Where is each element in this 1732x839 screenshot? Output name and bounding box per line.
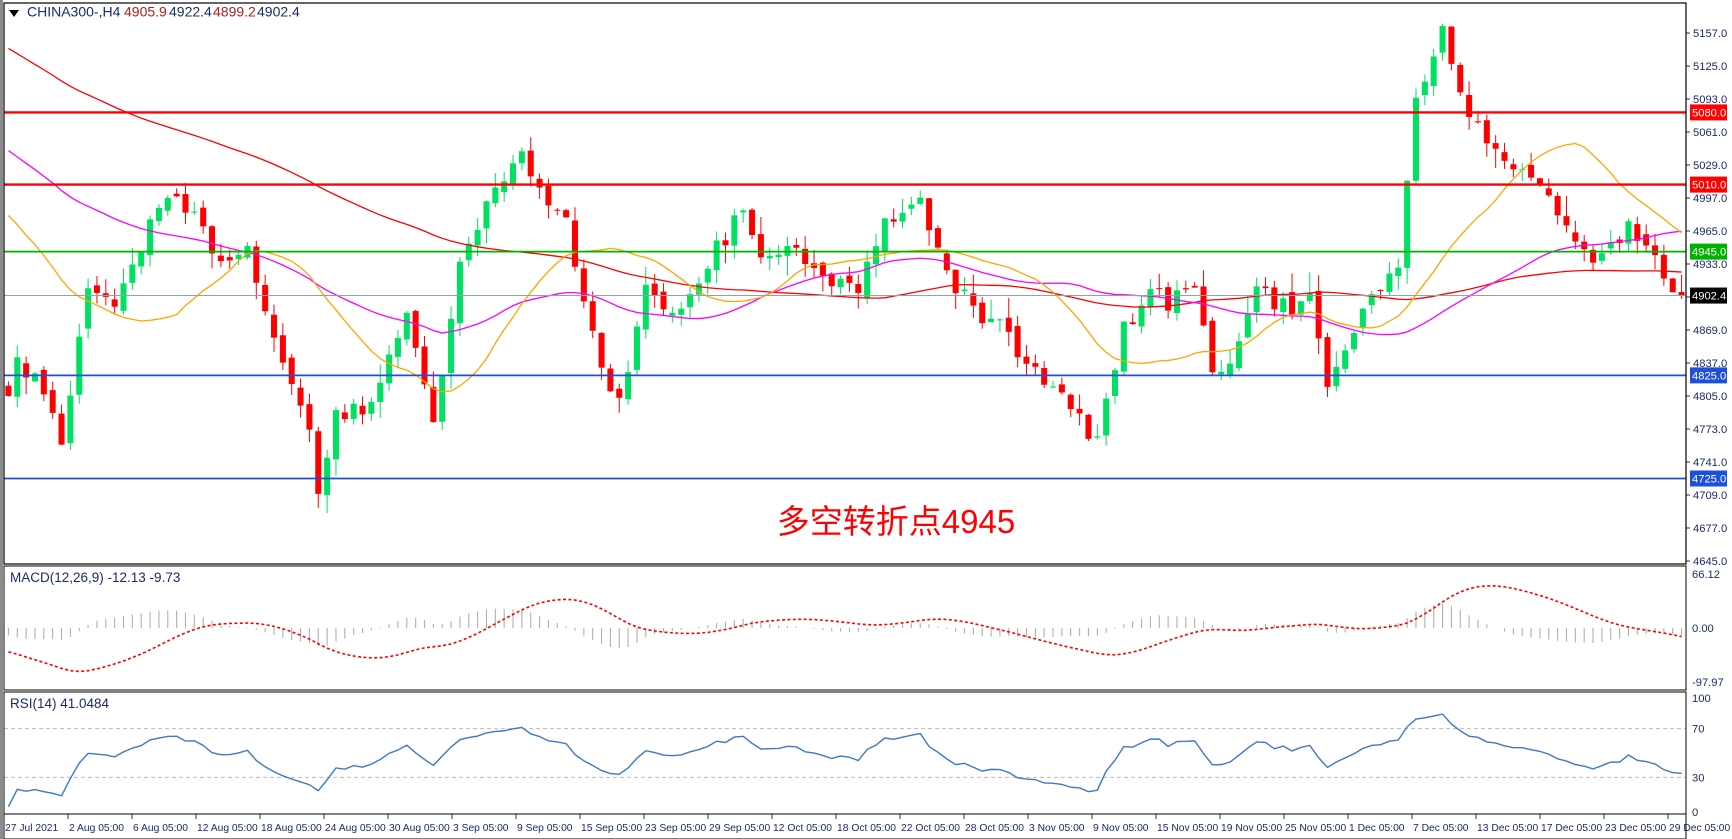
svg-text:24 Aug 05:00: 24 Aug 05:00 <box>325 823 386 834</box>
svg-text:5157.0: 5157.0 <box>1693 28 1727 40</box>
svg-text:4902.4: 4902.4 <box>257 4 300 20</box>
svg-text:28 Oct 05:00: 28 Oct 05:00 <box>965 823 1024 834</box>
svg-text:RSI(14) 41.0484: RSI(14) 41.0484 <box>10 696 110 711</box>
svg-text:23 Dec 05:00: 23 Dec 05:00 <box>1605 823 1667 834</box>
svg-text:66.12: 66.12 <box>1692 569 1720 581</box>
svg-text:18 Aug 05:00: 18 Aug 05:00 <box>261 823 322 834</box>
svg-text:5061.0: 5061.0 <box>1693 127 1727 139</box>
svg-text:18 Oct 05:00: 18 Oct 05:00 <box>837 823 896 834</box>
svg-text:-97.97: -97.97 <box>1692 677 1724 689</box>
svg-text:29 Dec 05:00: 29 Dec 05:00 <box>1669 823 1731 834</box>
svg-text:5080.0: 5080.0 <box>1692 107 1726 119</box>
svg-text:0.00: 0.00 <box>1692 623 1714 635</box>
svg-text:2 Aug 05:00: 2 Aug 05:00 <box>69 823 124 834</box>
svg-text:17 Dec 05:00: 17 Dec 05:00 <box>1541 823 1603 834</box>
svg-text:4805.0: 4805.0 <box>1693 391 1727 403</box>
svg-text:5010.0: 5010.0 <box>1692 180 1726 192</box>
svg-text:4922.4: 4922.4 <box>169 4 212 20</box>
svg-text:4899.2: 4899.2 <box>213 4 256 20</box>
svg-text:15 Sep 05:00: 15 Sep 05:00 <box>581 823 643 834</box>
svg-text:1 Dec 05:00: 1 Dec 05:00 <box>1349 823 1405 834</box>
svg-text:29 Sep 05:00: 29 Sep 05:00 <box>709 823 771 834</box>
svg-text:25 Nov 05:00: 25 Nov 05:00 <box>1285 823 1347 834</box>
svg-text:30 Aug 05:00: 30 Aug 05:00 <box>389 823 450 834</box>
svg-text:5125.0: 5125.0 <box>1693 61 1727 73</box>
svg-text:5093.0: 5093.0 <box>1693 94 1727 106</box>
svg-text:27 Jul 2021: 27 Jul 2021 <box>5 823 59 834</box>
svg-text:70: 70 <box>1692 724 1704 736</box>
svg-text:CHINA300-,H4: CHINA300-,H4 <box>27 4 121 20</box>
svg-text:7 Dec 05:00: 7 Dec 05:00 <box>1413 823 1469 834</box>
svg-text:9 Nov 05:00: 9 Nov 05:00 <box>1093 823 1149 834</box>
svg-text:4945.0: 4945.0 <box>1692 247 1726 259</box>
svg-text:4645.0: 4645.0 <box>1693 556 1727 568</box>
svg-text:15 Nov 05:00: 15 Nov 05:00 <box>1157 823 1219 834</box>
svg-text:5029.0: 5029.0 <box>1693 160 1727 172</box>
svg-text:4677.0: 4677.0 <box>1693 523 1727 535</box>
svg-text:30: 30 <box>1692 772 1704 784</box>
svg-text:22 Oct 05:00: 22 Oct 05:00 <box>901 823 960 834</box>
svg-text:4869.0: 4869.0 <box>1693 325 1727 337</box>
svg-text:4773.0: 4773.0 <box>1693 424 1727 436</box>
svg-text:MACD(12,26,9) -12.13 -9.73: MACD(12,26,9) -12.13 -9.73 <box>10 570 180 585</box>
svg-text:4825.0: 4825.0 <box>1692 370 1726 382</box>
svg-text:23 Sep 05:00: 23 Sep 05:00 <box>645 823 707 834</box>
svg-text:4965.0: 4965.0 <box>1693 226 1727 238</box>
svg-text:19 Nov 05:00: 19 Nov 05:00 <box>1221 823 1283 834</box>
svg-text:4725.0: 4725.0 <box>1692 474 1726 486</box>
svg-text:13 Dec 05:00: 13 Dec 05:00 <box>1477 823 1539 834</box>
svg-text:3 Sep 05:00: 3 Sep 05:00 <box>453 823 509 834</box>
svg-text:4902.4: 4902.4 <box>1692 291 1726 303</box>
svg-text:4709.0: 4709.0 <box>1693 490 1727 502</box>
svg-text:12 Aug 05:00: 12 Aug 05:00 <box>197 823 258 834</box>
svg-text:3 Nov 05:00: 3 Nov 05:00 <box>1029 823 1085 834</box>
svg-text:6 Aug 05:00: 6 Aug 05:00 <box>133 823 188 834</box>
svg-text:9 Sep 05:00: 9 Sep 05:00 <box>517 823 573 834</box>
svg-text:4933.0: 4933.0 <box>1693 259 1727 271</box>
svg-text:4741.0: 4741.0 <box>1693 457 1727 469</box>
svg-text:4997.0: 4997.0 <box>1693 193 1727 205</box>
svg-text:12 Oct 05:00: 12 Oct 05:00 <box>773 823 832 834</box>
svg-text:4905.9: 4905.9 <box>124 4 167 20</box>
svg-text:多空转折点4945: 多空转折点4945 <box>777 503 1015 540</box>
svg-text:100: 100 <box>1692 693 1711 705</box>
svg-text:0: 0 <box>1692 807 1698 819</box>
